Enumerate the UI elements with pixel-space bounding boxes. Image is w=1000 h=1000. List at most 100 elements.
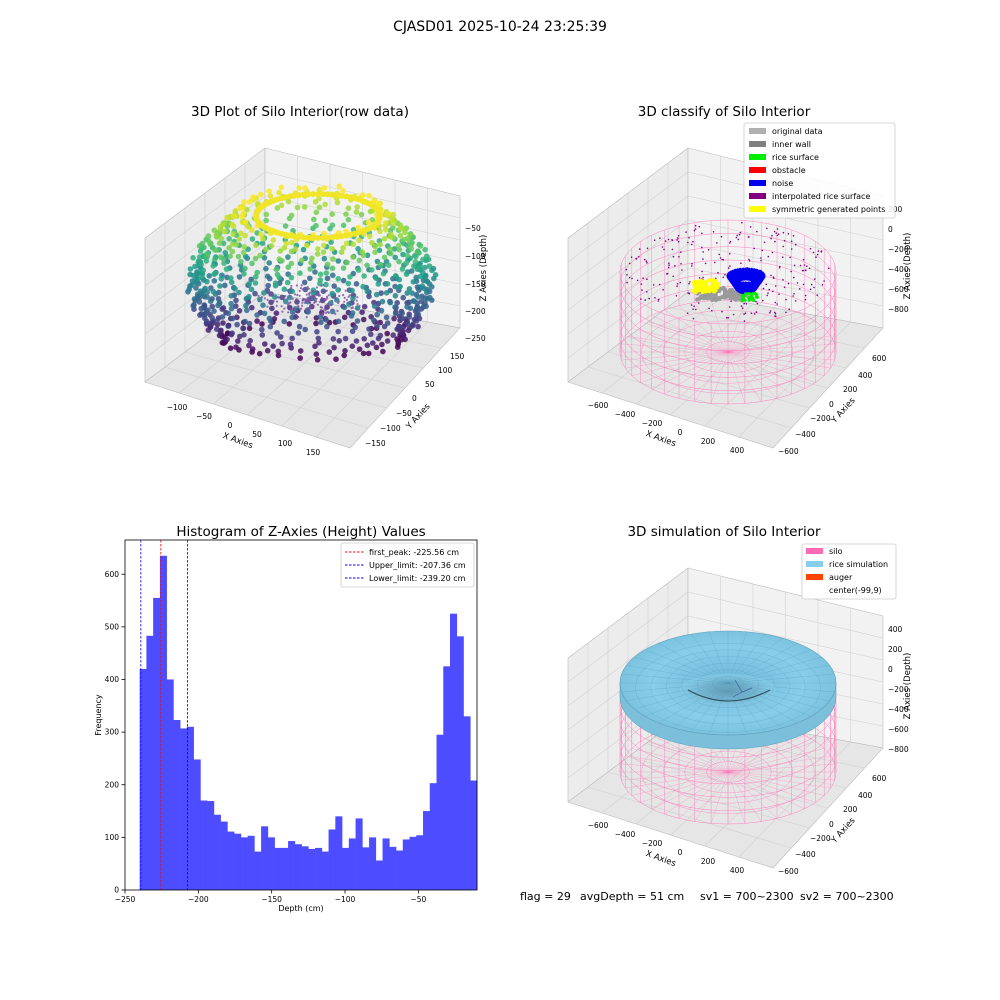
hist-x-tick-label: −250 xyxy=(115,895,136,904)
class-point-interpolated xyxy=(693,305,695,308)
scatter-point xyxy=(329,222,336,228)
class-point-interpolated xyxy=(755,311,758,313)
scatter-point xyxy=(246,199,253,205)
scatter-point xyxy=(228,300,234,307)
scatter-point xyxy=(316,303,319,306)
scatter-point xyxy=(321,312,324,315)
scatter-point xyxy=(263,265,269,272)
silo-wire xyxy=(727,315,805,353)
simulation-legend-frame xyxy=(801,543,897,600)
scatter-point xyxy=(211,278,218,284)
hist-bar xyxy=(166,679,174,890)
scatter-point xyxy=(315,246,321,252)
silo-ring xyxy=(619,286,837,391)
scatter-point xyxy=(238,230,244,237)
class-point-wall xyxy=(735,292,741,298)
scatter-point xyxy=(236,274,243,280)
scatter-point xyxy=(319,191,326,198)
class-point-interpolated xyxy=(772,276,775,279)
silo-wire xyxy=(727,335,831,353)
scatter-point xyxy=(246,320,253,327)
scatter-point xyxy=(205,307,211,314)
classify-z-tick: −200 xyxy=(888,245,909,254)
scatter-point xyxy=(366,192,372,199)
scatter-point xyxy=(394,344,401,350)
class-point-interpolated xyxy=(664,240,667,242)
scatter-point xyxy=(365,219,372,226)
class-point-interpolated xyxy=(771,234,773,237)
scatter-point xyxy=(423,303,429,310)
scatter-point xyxy=(218,276,225,282)
class-point-interpolated xyxy=(640,298,642,300)
scatter-point xyxy=(377,228,383,235)
class-point-interpolated xyxy=(668,262,670,265)
class-point-interpolated xyxy=(658,283,661,286)
scatter-point xyxy=(407,231,413,238)
scatter-point xyxy=(208,320,215,327)
silo-wire xyxy=(651,771,729,809)
scatter-point xyxy=(229,330,235,337)
scatter-point xyxy=(364,262,370,269)
rice-mesh xyxy=(673,682,729,729)
class-point-interpolated xyxy=(817,250,820,252)
classify-y-ticks: 600 400 200 0 −200 −400 −600 xyxy=(778,354,887,456)
scatter-point xyxy=(340,187,346,194)
scatter-point xyxy=(227,345,234,352)
class-point-interpolated xyxy=(809,247,812,250)
scatter-point xyxy=(419,283,426,289)
scatter-point xyxy=(228,275,234,281)
silo-wire xyxy=(640,351,729,383)
hist-bar xyxy=(267,837,275,890)
class-point-interpolated xyxy=(645,260,648,263)
scatter-point xyxy=(383,314,390,321)
scatter-point xyxy=(373,344,380,351)
scatter-point xyxy=(317,294,321,297)
simulation-z-tick: 400 xyxy=(888,625,903,634)
raw-y-tick: 100 xyxy=(438,366,453,375)
scatter-point xyxy=(319,234,326,241)
class-point-wall xyxy=(726,289,731,295)
class-point-interpolated xyxy=(740,305,743,307)
scatter-point xyxy=(383,227,389,233)
class-point-interpolated xyxy=(735,236,738,239)
class-point-rice xyxy=(751,292,755,296)
scatter-point xyxy=(385,262,392,269)
scatter-point xyxy=(313,320,319,327)
class-point-interpolated xyxy=(804,269,807,272)
scatter-point xyxy=(261,254,268,261)
scatter-point xyxy=(343,211,349,217)
class-point-interpolated xyxy=(729,265,731,267)
scatter-point xyxy=(349,287,355,294)
scatter-point xyxy=(240,249,247,256)
scatter-point xyxy=(225,323,232,330)
scatter-point xyxy=(392,254,399,261)
scatter-point xyxy=(384,330,391,337)
hist-bar xyxy=(396,850,404,890)
scatter-point xyxy=(278,184,285,191)
silo-wire xyxy=(727,321,816,353)
scatter-point xyxy=(368,331,374,338)
scatter-point xyxy=(366,233,373,240)
scatter-point xyxy=(287,341,294,348)
class-point-interpolated xyxy=(662,288,664,291)
scatter-point xyxy=(324,304,327,307)
raw-z-ticks: −50 −100 −150 −200 −250 xyxy=(465,224,486,343)
scatter-point xyxy=(291,192,298,199)
scatter-point xyxy=(345,216,352,223)
scatter-point xyxy=(204,251,210,257)
classify-y-tick: −400 xyxy=(795,430,816,439)
classify-legend-label: symmetric generated points xyxy=(772,205,885,214)
simulation-legend: silo rice simulation auger center(-99,9) xyxy=(801,543,897,600)
silo-wire xyxy=(640,771,729,803)
rice-mesh xyxy=(658,682,729,723)
scatter-point xyxy=(307,306,310,310)
scatter-point xyxy=(296,293,299,297)
silo-wire xyxy=(727,763,835,773)
class-point-interpolated xyxy=(778,293,780,296)
hist-bar xyxy=(227,831,235,890)
class-point-interpolated xyxy=(772,290,774,293)
class-point-interpolated xyxy=(760,257,762,259)
class-point-interpolated xyxy=(802,283,805,286)
hist-legend-label: Lower_limit: -239.20 cm xyxy=(369,574,466,583)
scatter-point xyxy=(340,222,347,229)
